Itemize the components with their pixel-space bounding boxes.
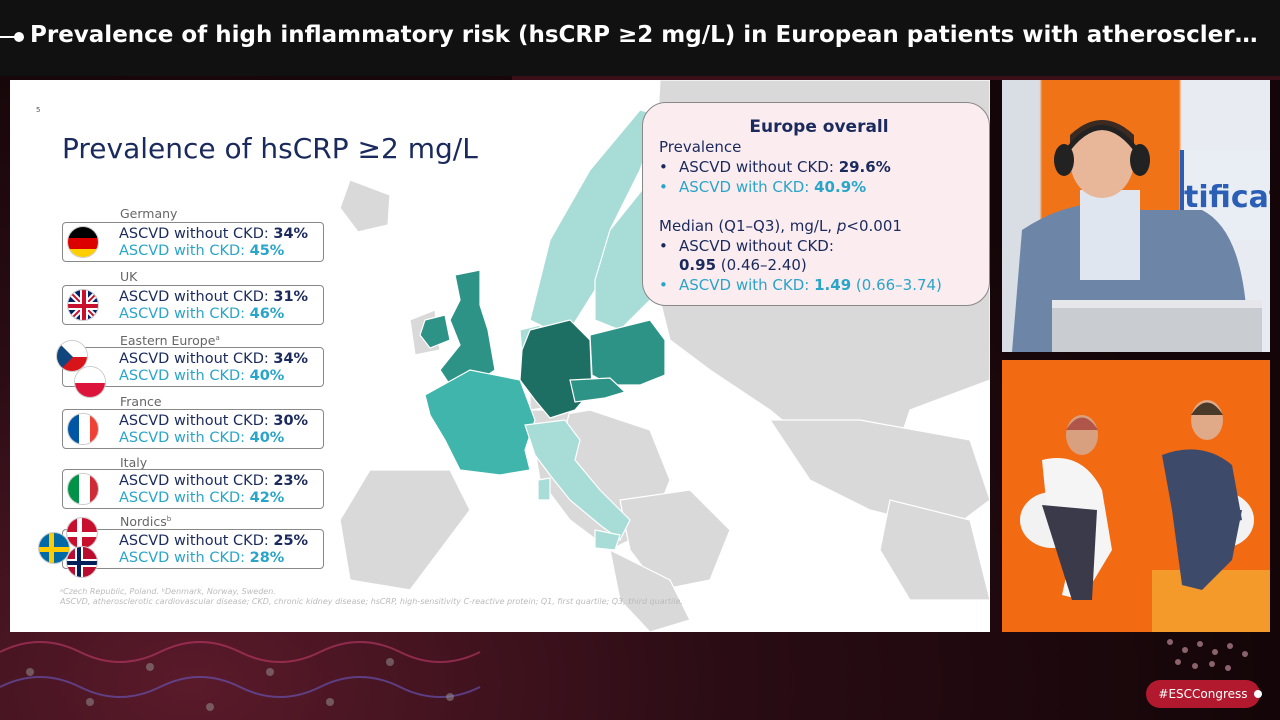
country-card-nordics: ASCVD without CKD: 25% ASCVD with CKD: 2…	[62, 529, 324, 569]
country-label-france: France	[120, 394, 162, 409]
norway-flag-icon	[66, 546, 98, 578]
median-without-ckd: • ASCVD without CKD:	[659, 237, 834, 255]
header-title: Prevalence of high inflammatory risk (hs…	[30, 22, 1270, 48]
speaker-video: tificat	[1002, 80, 1270, 352]
background-globe-decoration	[1167, 639, 1248, 671]
country-card-germany: ASCVD without CKD: 34% ASCVD with CKD: 4…	[62, 222, 324, 262]
median-label: Median (Q1–Q3), mg/L, p<0.001	[659, 217, 902, 235]
uk-without-ckd: ASCVD without CKD: 31%	[119, 289, 309, 305]
uk-with-ckd: ASCVD with CKD: 46%	[119, 306, 285, 322]
france-with-ckd: ASCVD with CKD: 40%	[119, 430, 285, 446]
map-france	[424, 369, 536, 476]
hashtag-badge: #ESCCongress	[1146, 680, 1260, 708]
country-label-nordics: Nordicsb	[120, 514, 172, 529]
slide-title: Prevalence of hsCRP ≥2 mg/L	[62, 132, 478, 165]
nordics-without-ckd: ASCVD without CKD: 25%	[119, 533, 309, 549]
uk-flag-icon	[67, 289, 99, 321]
header-dot-decoration	[14, 32, 24, 42]
header-line-decoration	[0, 36, 22, 38]
presentation-slide: 5 Prevalence of hsCRP ≥2 mg/L Germany AS…	[10, 80, 990, 632]
prevalence-without-ckd: • ASCVD without CKD: 29.6%	[659, 158, 891, 176]
prevalence-label: Prevalence	[659, 138, 742, 156]
prevalence-with-ckd: • ASCVD with CKD: 40.9%	[659, 178, 867, 196]
header-bar: Prevalence of high inflammatory risk (hs…	[0, 0, 1280, 76]
nordics-with-ckd: ASCVD with CKD: 28%	[119, 550, 285, 566]
median-with-ckd: • ASCVD with CKD: 1.49 (0.66–3.74)	[659, 276, 942, 294]
europe-overall-box: Europe overall Prevalence • ASCVD without…	[642, 102, 990, 306]
france-without-ckd: ASCVD without CKD: 30%	[119, 413, 309, 429]
map-uk	[419, 269, 496, 386]
map-italy	[524, 419, 631, 551]
median-without-ckd-value: 0.95 (0.46–2.40)	[679, 256, 807, 274]
country-label-uk: UK	[120, 269, 138, 284]
eastern-europe-with-ckd: ASCVD with CKD: 40%	[119, 368, 285, 384]
country-label-italy: Italy	[120, 455, 148, 470]
backdrop-text: tificat	[1184, 180, 1270, 215]
speaker-figure	[1012, 120, 1262, 352]
poland-flag-icon	[74, 366, 106, 398]
europe-overall-title: Europe overall	[749, 117, 889, 137]
header-divider	[512, 76, 1280, 80]
france-flag-icon	[67, 413, 99, 445]
denmark-flag-icon	[66, 517, 98, 549]
sweden-flag-icon	[38, 532, 70, 564]
eastern-europe-without-ckd: ASCVD without CKD: 34%	[119, 351, 309, 367]
country-label-germany: Germany	[120, 206, 178, 221]
hashtag-dot-decoration	[1254, 690, 1262, 698]
background-decoration	[0, 641, 481, 711]
country-card-uk: ASCVD without CKD: 31% ASCVD with CKD: 4…	[62, 285, 324, 325]
panel-figures	[1020, 400, 1270, 632]
map-eastern-europe	[569, 319, 666, 403]
country-card-italy: ASCVD without CKD: 23% ASCVD with CKD: 4…	[62, 469, 324, 509]
country-label-eastern-europe: Eastern Europea	[120, 333, 220, 348]
slide-number: 5	[36, 106, 41, 114]
slide-footnote: ᵃCzech Republic, Poland. ᵇDenmark, Norwa…	[60, 587, 683, 606]
italy-with-ckd: ASCVD with CKD: 42%	[119, 490, 285, 506]
czech-flag-icon	[56, 340, 88, 372]
germany-flag-icon	[67, 226, 99, 258]
italy-without-ckd: ASCVD without CKD: 23%	[119, 473, 309, 489]
panel-video	[1002, 360, 1270, 632]
country-card-france: ASCVD without CKD: 30% ASCVD with CKD: 4…	[62, 409, 324, 449]
italy-flag-icon	[67, 473, 99, 505]
germany-with-ckd: ASCVD with CKD: 45%	[119, 243, 285, 259]
germany-without-ckd: ASCVD without CKD: 34%	[119, 226, 309, 242]
